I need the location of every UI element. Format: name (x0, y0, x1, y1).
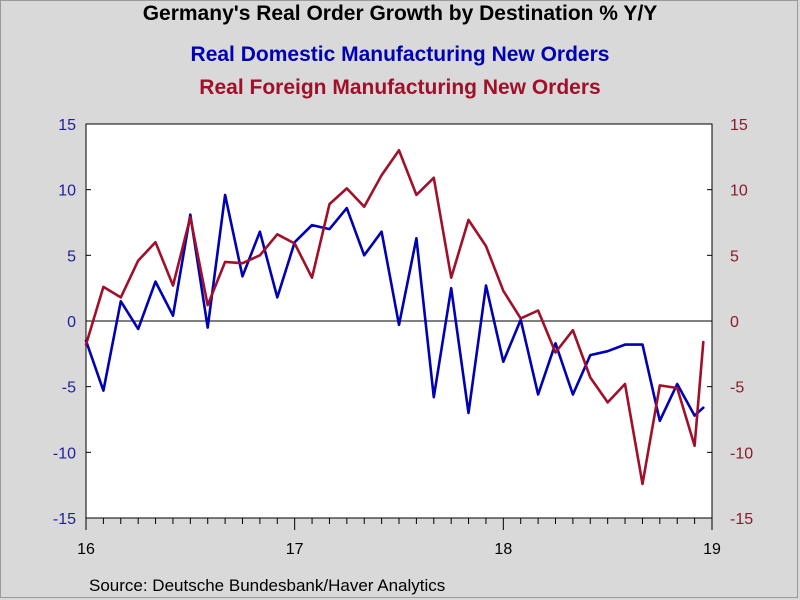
left-axis-label: 15 (58, 117, 76, 134)
series-title-domestic: Real Domestic Manufacturing New Orders (190, 43, 610, 66)
right-axis-label: -15 (730, 511, 753, 528)
right-axis-label: 0 (730, 314, 739, 331)
foreign-orders-line (84, 149, 705, 486)
x-axis-label: 18 (494, 541, 512, 558)
left-axis-label: 0 (67, 314, 76, 331)
right-axis-label: 15 (730, 117, 748, 134)
source-note: Source: Deutsche Bundesbank/Haver Analyt… (89, 576, 446, 595)
left-axis-label: 5 (67, 248, 76, 265)
right-axis-label: -10 (730, 445, 753, 462)
x-axis-label: 17 (286, 541, 304, 558)
left-axis-label: -10 (53, 445, 76, 462)
left-axis-label: -5 (62, 380, 76, 397)
right-axis-label: -5 (730, 380, 744, 397)
left-axis-label: -15 (53, 511, 76, 528)
right-axis-label: 5 (730, 248, 739, 265)
x-axis-label: 19 (703, 541, 721, 558)
left-axis-label: 10 (58, 183, 76, 200)
right-axis-label: 10 (730, 183, 748, 200)
series-title-foreign: Real Foreign Manufacturing New Orders (199, 76, 601, 99)
domestic-orders-line (84, 193, 705, 423)
chart-title: Germany's Real Order Growth by Destinati… (142, 2, 658, 25)
x-axis-label: 16 (77, 541, 95, 558)
